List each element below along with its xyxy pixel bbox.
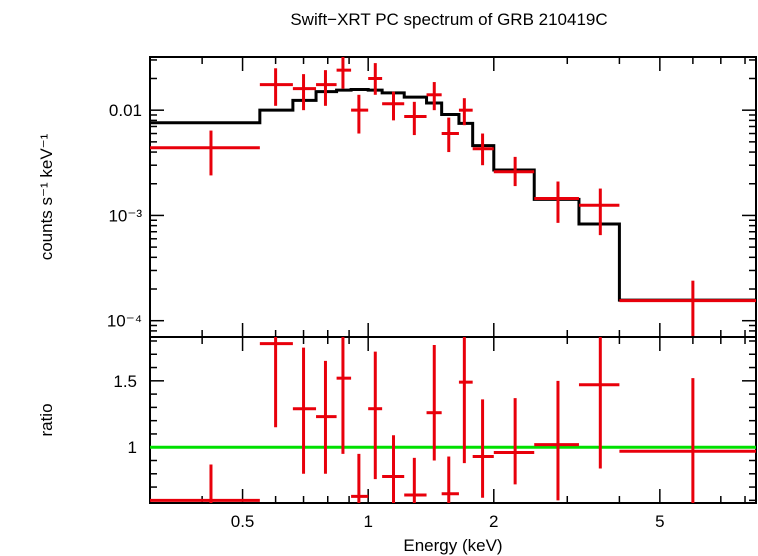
ratio-data-point bbox=[426, 344, 442, 461]
ratio-data-point bbox=[534, 380, 579, 501]
ratio-y-tick-label: 1 bbox=[128, 438, 137, 457]
spectrum-data-point bbox=[292, 74, 317, 111]
ratio-data-point bbox=[458, 337, 473, 464]
chart-title: Swift−XRT PC spectrum of GRB 210419C bbox=[290, 10, 607, 29]
spectrum-data-point bbox=[426, 82, 442, 111]
ratio-data-point bbox=[150, 464, 260, 503]
spectrum-data-point bbox=[578, 188, 620, 236]
spectrum-data-point bbox=[336, 57, 352, 89]
spectrum-model-group bbox=[150, 88, 756, 302]
ratio-data-point bbox=[316, 360, 337, 474]
energy-x-axis-title: Energy (keV) bbox=[403, 536, 502, 555]
ratio-data-point bbox=[292, 347, 317, 474]
spectrum-data-point bbox=[493, 156, 535, 187]
spectrum-y-tick-label: 0.01 bbox=[109, 101, 142, 120]
spectrum-data-point bbox=[619, 280, 756, 337]
spectrum-y-tick-label: 10⁻⁴ bbox=[107, 312, 142, 331]
ratio-data-point bbox=[441, 456, 459, 503]
ratio-panel: 11.5 0.5 1 2 5 ratio Energy (keV) bbox=[37, 336, 757, 555]
ratio-data-point bbox=[578, 337, 620, 469]
ratio-y-tick-labels: 11.5 bbox=[113, 372, 137, 457]
energy-x-tick-label: 2 bbox=[489, 512, 498, 531]
spectrum-data-point bbox=[382, 91, 405, 121]
ratio-y-tick-label: 1.5 bbox=[113, 372, 137, 391]
ratio-data-point bbox=[382, 435, 405, 503]
ratio-data-point bbox=[619, 378, 756, 503]
spectrum-data-point bbox=[472, 133, 494, 166]
spectrum-panel-frame bbox=[149, 56, 757, 338]
energy-x-tick-labels: 0.5 1 2 5 bbox=[231, 512, 665, 531]
ratio-data-point bbox=[351, 453, 369, 503]
spectrum-data-point bbox=[441, 117, 459, 153]
spectrum-y-tick-label: 10⁻³ bbox=[108, 206, 142, 225]
spectrum-data-point bbox=[534, 181, 579, 223]
spectrum-panel-ticks bbox=[149, 57, 756, 338]
energy-x-tick-label: 0.5 bbox=[231, 512, 255, 531]
spectrum-data-point bbox=[150, 130, 260, 176]
ratio-data-point bbox=[472, 399, 494, 498]
spectrum-data-point bbox=[316, 70, 337, 106]
spectrum-data-point bbox=[368, 63, 383, 95]
ratio-data-point bbox=[336, 337, 352, 454]
ratio-data-point bbox=[404, 457, 427, 503]
ratio-data-group bbox=[150, 337, 756, 503]
spectrum-data-point bbox=[404, 101, 427, 136]
energy-x-tick-label: 1 bbox=[363, 512, 372, 531]
spectrum-data-point bbox=[259, 68, 293, 106]
spectrum-data-group bbox=[150, 57, 756, 337]
ratio-panel-ticks bbox=[149, 337, 756, 503]
ratio-y-axis-title: ratio bbox=[37, 403, 56, 436]
ratio-data-point bbox=[493, 398, 535, 485]
spectrum-data-point bbox=[458, 98, 473, 126]
ratio-data-point bbox=[259, 337, 293, 428]
ratio-panel-frame bbox=[149, 336, 757, 504]
spectrum-y-axis-title: counts s⁻¹ keV⁻¹ bbox=[37, 133, 56, 260]
spectrum-y-tick-labels: 0.01 10⁻³ 10⁻⁴ bbox=[107, 101, 143, 331]
spectrum-panel: 0.01 10⁻³ 10⁻⁴ counts s⁻¹ keV⁻¹ bbox=[37, 56, 757, 338]
ratio-data-point bbox=[368, 351, 383, 480]
spectrum-model-line bbox=[150, 88, 756, 302]
energy-x-tick-label: 5 bbox=[655, 512, 664, 531]
spectrum-data-point bbox=[351, 94, 369, 134]
